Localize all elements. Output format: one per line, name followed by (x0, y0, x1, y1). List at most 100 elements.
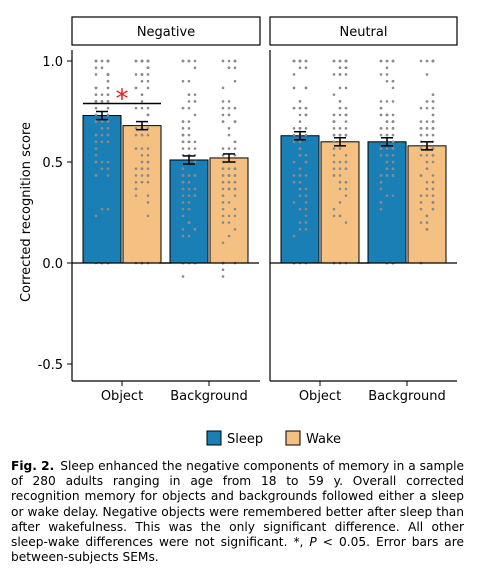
data-point (106, 160, 110, 164)
data-point (425, 153, 429, 157)
panel-strip (71, 16, 261, 46)
data-point (298, 180, 302, 184)
data-point (134, 187, 138, 191)
data-point (221, 100, 225, 103)
data-point (344, 167, 348, 171)
data-point (304, 228, 308, 231)
data-point (425, 167, 429, 171)
data-point (338, 86, 342, 90)
data-point (187, 133, 191, 137)
data-point (332, 73, 336, 76)
data-point (298, 66, 302, 70)
data-point (431, 201, 435, 204)
data-point (385, 194, 389, 197)
data-point (146, 167, 150, 171)
data-point (385, 160, 389, 164)
data-point (304, 66, 308, 70)
data-point (106, 86, 110, 90)
data-point (385, 113, 389, 117)
data-point (134, 167, 138, 171)
data-point (94, 86, 98, 90)
data-point (193, 113, 197, 117)
data-point (379, 174, 383, 177)
data-point (94, 113, 98, 117)
data-point (298, 153, 302, 157)
data-point (181, 127, 185, 130)
data-point (379, 133, 383, 137)
data-point (332, 214, 336, 218)
data-point (187, 174, 191, 177)
legend-swatch (285, 430, 301, 446)
data-point (221, 275, 225, 278)
data-point (106, 133, 110, 137)
data-point (227, 214, 231, 218)
data-point (431, 113, 435, 117)
data-point (425, 187, 429, 191)
x-tick-label: Background (170, 389, 248, 404)
data-point (146, 133, 150, 137)
data-point (304, 160, 308, 164)
data-point (431, 174, 435, 177)
data-point (344, 120, 348, 123)
data-point (134, 174, 138, 177)
data-point (344, 127, 348, 130)
data-point (106, 93, 110, 96)
data-point (140, 147, 144, 150)
data-point (221, 207, 225, 211)
data-point (233, 194, 237, 197)
data-point (292, 133, 296, 137)
data-point (385, 59, 389, 63)
data-point (379, 106, 383, 110)
data-point (419, 201, 423, 204)
data-point (100, 127, 104, 130)
data-point (344, 221, 348, 224)
data-point (146, 174, 150, 177)
data-point (221, 113, 225, 117)
figure-caption: Fig. 2. Sleep enhanced the negative compo… (11, 459, 464, 565)
data-point (425, 214, 429, 218)
data-point (431, 160, 435, 164)
data-point (431, 133, 435, 137)
data-point (344, 59, 348, 63)
data-point (298, 194, 302, 197)
data-point (431, 59, 435, 63)
data-point (233, 228, 237, 231)
data-point (419, 127, 423, 130)
data-point (431, 93, 435, 96)
data-point (140, 93, 144, 96)
data-point (146, 153, 150, 157)
y-axis-label: Corrected recognition score (19, 122, 34, 302)
data-point (431, 194, 435, 197)
data-point (391, 167, 395, 171)
data-point (140, 180, 144, 184)
data-point (100, 100, 104, 103)
data-point (425, 228, 429, 231)
data-point (94, 160, 98, 164)
data-point (391, 113, 395, 117)
data-point (187, 201, 191, 204)
data-point (332, 127, 336, 130)
data-point (344, 73, 348, 76)
data-point (134, 133, 138, 137)
data-point (304, 221, 308, 224)
data-point (146, 73, 150, 76)
panel-title: Neutral (340, 25, 388, 40)
data-point (106, 59, 110, 63)
data-point (100, 160, 104, 164)
data-point (391, 127, 395, 130)
data-point (106, 140, 110, 144)
data-point (233, 106, 237, 110)
data-point (227, 113, 231, 117)
data-point (227, 66, 231, 70)
data-point (193, 93, 197, 96)
data-point (100, 207, 104, 211)
data-point (419, 106, 423, 110)
data-point (385, 167, 389, 171)
data-point (187, 221, 191, 224)
caption-text: Sleep enhanced the negative components o… (11, 459, 464, 550)
data-point (344, 153, 348, 157)
data-point (221, 86, 225, 90)
data-point (379, 201, 383, 204)
data-point (379, 207, 383, 211)
data-point (221, 268, 225, 272)
